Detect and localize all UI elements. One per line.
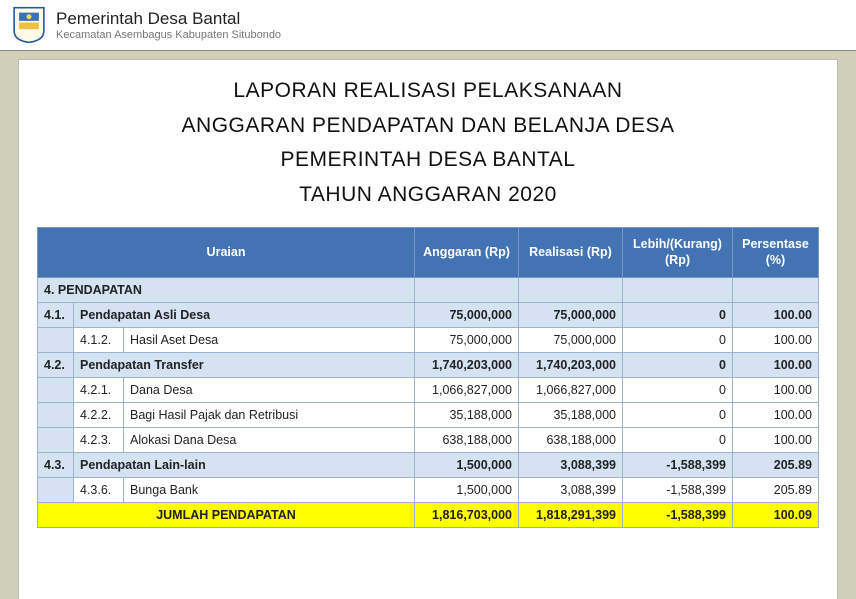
cell-diff: 0 [623,303,733,328]
cell-ang: 1,740,203,000 [415,353,519,378]
site-title: Pemerintah Desa Bantal [56,9,281,29]
table-row: 4.2.3.Alokasi Dana Desa638,188,000638,18… [38,428,819,453]
cell-diff: -1,588,399 [623,478,733,503]
title-line-1: LAPORAN REALISASI PELAKSANAAN [37,74,819,109]
cell-pct [733,278,819,303]
table-row: 4.2.Pendapatan Transfer1,740,203,0001,74… [38,353,819,378]
row-pad [38,478,74,503]
row-label: Bagi Hasil Pajak dan Retribusi [124,403,415,428]
row-subcode: 4.3.6. [74,478,124,503]
cell-real: 1,818,291,399 [519,503,623,528]
cell-real: 3,088,399 [519,478,623,503]
cell-ang: 638,188,000 [415,428,519,453]
cell-ang: 75,000,000 [415,328,519,353]
row-subcode: 4.1.2. [74,328,124,353]
row-code: 4.2. [38,353,74,378]
row-label: 4. PENDAPATAN [38,278,415,303]
cell-ang: 1,500,000 [415,478,519,503]
cell-pct: 100.00 [733,403,819,428]
cell-real: 638,188,000 [519,428,623,453]
row-subcode: 4.2.3. [74,428,124,453]
cell-real [519,278,623,303]
budget-table: Uraian Anggaran (Rp) Realisasi (Rp) Lebi… [37,227,819,529]
row-pad [38,428,74,453]
report-page: LAPORAN REALISASI PELAKSANAAN ANGGARAN P… [18,59,838,599]
row-subcode: 4.2.2. [74,403,124,428]
table-row: 4.3.Pendapatan Lain-lain1,500,0003,088,3… [38,453,819,478]
cell-pct: 100.09 [733,503,819,528]
cell-ang [415,278,519,303]
col-persen: Persentase (%) [733,227,819,278]
col-uraian: Uraian [38,227,415,278]
cell-diff: 0 [623,378,733,403]
row-label: Dana Desa [124,378,415,403]
cell-diff: -1,588,399 [623,503,733,528]
row-total-label: JUMLAH PENDAPATAN [38,503,415,528]
cell-diff: 0 [623,403,733,428]
cell-real: 1,740,203,000 [519,353,623,378]
logo-icon [12,6,46,44]
cell-pct: 100.00 [733,378,819,403]
cell-pct: 100.00 [733,328,819,353]
table-row: 4.2.1.Dana Desa1,066,827,0001,066,827,00… [38,378,819,403]
cell-diff: 0 [623,428,733,453]
row-label: Pendapatan Transfer [74,353,415,378]
cell-pct: 205.89 [733,478,819,503]
cell-pct: 100.00 [733,353,819,378]
cell-real: 75,000,000 [519,303,623,328]
cell-real: 3,088,399 [519,453,623,478]
cell-ang: 75,000,000 [415,303,519,328]
table-row: 4. PENDAPATAN [38,278,819,303]
cell-real: 35,188,000 [519,403,623,428]
table-row: 4.2.2.Bagi Hasil Pajak dan Retribusi35,1… [38,403,819,428]
cell-pct: 100.00 [733,303,819,328]
cell-ang: 1,816,703,000 [415,503,519,528]
table-row: JUMLAH PENDAPATAN1,816,703,0001,818,291,… [38,503,819,528]
title-line-4: TAHUN ANGGARAN 2020 [37,178,819,213]
cell-ang: 1,066,827,000 [415,378,519,403]
cell-real: 75,000,000 [519,328,623,353]
title-line-3: PEMERINTAH DESA BANTAL [37,143,819,178]
cell-diff: -1,588,399 [623,453,733,478]
row-pad [38,328,74,353]
site-header: Pemerintah Desa Bantal Kecamatan Asembag… [0,0,856,51]
row-pad [38,378,74,403]
cell-ang: 35,188,000 [415,403,519,428]
col-realisasi: Realisasi (Rp) [519,227,623,278]
row-label: Pendapatan Lain-lain [74,453,415,478]
report-title: LAPORAN REALISASI PELAKSANAAN ANGGARAN P… [37,74,819,213]
row-label: Alokasi Dana Desa [124,428,415,453]
row-code: 4.1. [38,303,74,328]
cell-diff: 0 [623,353,733,378]
row-label: Hasil Aset Desa [124,328,415,353]
cell-real: 1,066,827,000 [519,378,623,403]
row-pad [38,403,74,428]
table-header-row: Uraian Anggaran (Rp) Realisasi (Rp) Lebi… [38,227,819,278]
title-line-2: ANGGARAN PENDAPATAN DAN BELANJA DESA [37,109,819,144]
row-subcode: 4.2.1. [74,378,124,403]
cell-ang: 1,500,000 [415,453,519,478]
cell-diff [623,278,733,303]
row-code: 4.3. [38,453,74,478]
table-row: 4.3.6.Bunga Bank1,500,0003,088,399-1,588… [38,478,819,503]
site-subtitle: Kecamatan Asembagus Kabupaten Situbondo [56,29,281,41]
table-row: 4.1.2.Hasil Aset Desa75,000,00075,000,00… [38,328,819,353]
cell-diff: 0 [623,328,733,353]
row-label: Pendapatan Asli Desa [74,303,415,328]
col-lebih: Lebih/(Kurang) (Rp) [623,227,733,278]
row-label: Bunga Bank [124,478,415,503]
col-anggaran: Anggaran (Rp) [415,227,519,278]
cell-pct: 205.89 [733,453,819,478]
table-row: 4.1.Pendapatan Asli Desa75,000,00075,000… [38,303,819,328]
cell-pct: 100.00 [733,428,819,453]
